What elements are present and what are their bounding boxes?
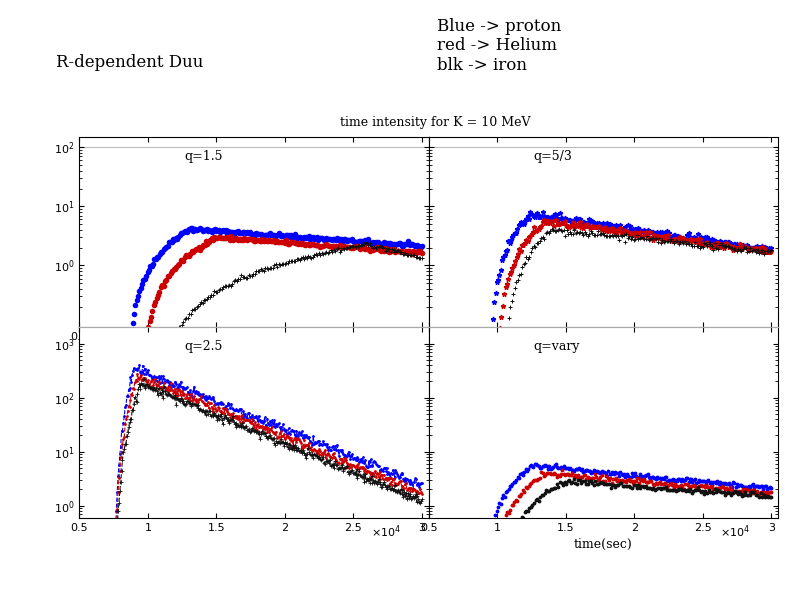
Text: $\times 10^4$: $\times 10^4$ <box>720 524 750 540</box>
Text: q=2.5: q=2.5 <box>184 340 222 353</box>
Text: R-dependent Duu: R-dependent Duu <box>56 54 203 71</box>
Text: q=1.5: q=1.5 <box>184 150 222 162</box>
Text: q=vary: q=vary <box>534 340 580 353</box>
X-axis label: time(sec): time(sec) <box>574 538 633 551</box>
Text: time intensity for K = 10 MeV: time intensity for K = 10 MeV <box>341 116 531 129</box>
Text: $\times 10^4$: $\times 10^4$ <box>371 524 401 540</box>
Text: Blue -> proton
red -> Helium
blk -> iron: Blue -> proton red -> Helium blk -> iron <box>437 18 561 74</box>
Text: q=5/3: q=5/3 <box>534 150 572 162</box>
